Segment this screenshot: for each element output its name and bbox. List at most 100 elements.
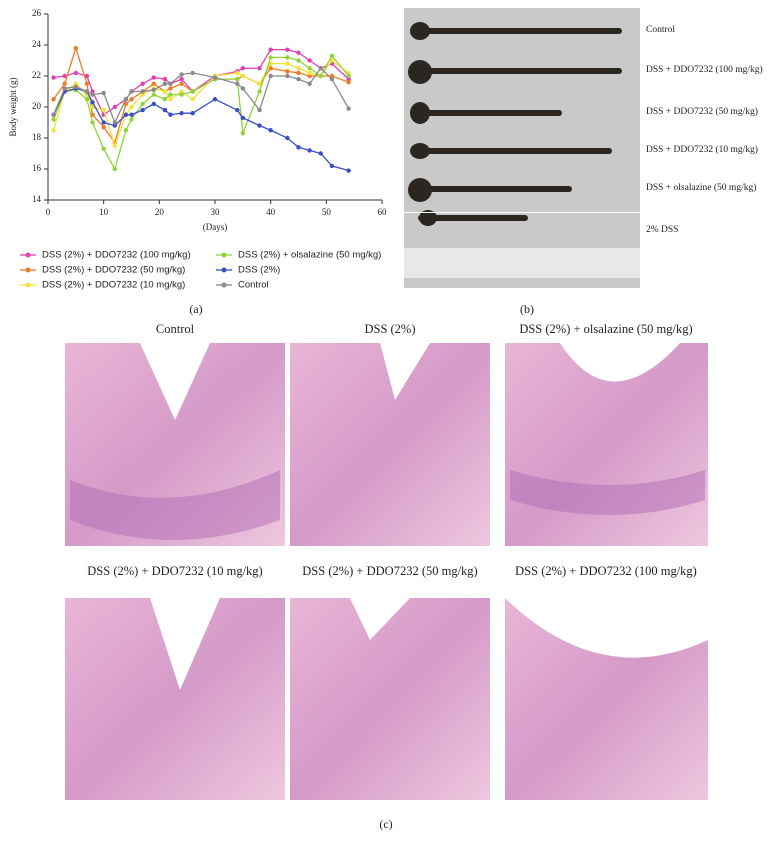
data-point xyxy=(307,70,312,76)
data-point xyxy=(285,73,290,79)
data-point xyxy=(296,50,301,55)
data-point xyxy=(346,76,351,82)
y-tick-label: 26 xyxy=(32,8,42,18)
data-point xyxy=(112,123,118,128)
data-point xyxy=(307,73,312,79)
data-point xyxy=(296,70,301,76)
data-point xyxy=(296,66,301,71)
data-point xyxy=(90,104,95,110)
photo-label: DSS + olsalazine (50 mg/kg) xyxy=(646,182,756,193)
series-line xyxy=(52,67,350,125)
data-point xyxy=(296,58,301,63)
histology-title: DSS (2%) + olsalazine (50 mg/kg) xyxy=(519,322,692,336)
photo-label: 2% DSS xyxy=(646,225,678,235)
panel-label: (b) xyxy=(520,302,534,316)
data-point xyxy=(168,92,173,97)
data-point xyxy=(51,112,56,117)
data-point xyxy=(73,45,79,51)
divider xyxy=(404,212,640,213)
data-point xyxy=(346,73,351,79)
legend-marker xyxy=(25,267,31,273)
data-point xyxy=(84,81,90,86)
data-point xyxy=(296,76,301,82)
data-point xyxy=(62,81,67,86)
series-line xyxy=(53,45,349,145)
data-point xyxy=(162,81,168,86)
data-point xyxy=(162,107,168,113)
x-tick-label: 40 xyxy=(266,207,276,217)
data-point xyxy=(285,61,290,66)
x-tick-label: 20 xyxy=(155,207,165,217)
histology-title: DSS (2%) + DDO7232 (50 mg/kg) xyxy=(302,564,477,578)
data-point xyxy=(168,112,173,117)
data-point xyxy=(235,107,240,113)
data-point xyxy=(90,92,95,97)
data-point xyxy=(307,58,312,63)
data-point xyxy=(240,86,246,91)
data-point xyxy=(51,117,56,122)
histology-title: Control xyxy=(156,322,195,336)
data-point xyxy=(51,75,56,80)
x-tick-label: 0 xyxy=(46,207,51,217)
data-point xyxy=(84,73,90,79)
data-point xyxy=(268,66,273,71)
data-point xyxy=(257,81,262,86)
colon-specimens xyxy=(408,22,622,226)
series-line xyxy=(52,87,349,172)
data-point xyxy=(151,81,156,86)
data-point xyxy=(329,53,335,59)
legend-label: DSS (2%) + olsalazine (50 mg/kg) xyxy=(238,250,381,261)
data-point xyxy=(151,92,156,97)
data-point xyxy=(240,73,246,79)
legend-label: DSS (2%) xyxy=(238,265,280,276)
data-point xyxy=(329,76,335,82)
data-point xyxy=(162,97,168,102)
y-tick-label: 18 xyxy=(32,132,42,142)
data-point xyxy=(140,92,145,97)
data-point xyxy=(257,66,262,71)
data-point xyxy=(112,120,118,125)
data-point xyxy=(307,81,312,86)
legend-marker xyxy=(221,282,227,288)
data-point xyxy=(140,107,145,113)
data-point xyxy=(179,72,184,77)
data-point xyxy=(240,131,246,136)
data-point xyxy=(307,66,312,71)
data-point xyxy=(240,66,246,71)
data-point xyxy=(51,97,56,102)
data-point xyxy=(101,107,106,113)
data-point xyxy=(179,89,184,94)
data-point xyxy=(190,89,195,94)
data-point xyxy=(235,70,240,76)
data-point xyxy=(329,73,335,79)
data-point xyxy=(101,124,106,130)
x-tick-label: 30 xyxy=(211,207,221,217)
legend-marker xyxy=(221,252,227,258)
x-axis-label: (Days) xyxy=(203,222,228,232)
data-point xyxy=(151,101,156,107)
data-point xyxy=(285,135,290,141)
data-point xyxy=(101,146,106,152)
data-point xyxy=(140,89,145,94)
data-point xyxy=(168,81,173,86)
data-point xyxy=(190,97,195,102)
data-point xyxy=(240,115,246,121)
data-point xyxy=(162,89,168,94)
data-point xyxy=(190,111,195,116)
data-point xyxy=(62,73,67,79)
data-point xyxy=(268,47,273,52)
data-point xyxy=(151,87,156,93)
data-point xyxy=(112,166,118,172)
data-point xyxy=(179,92,184,97)
data-point xyxy=(140,101,145,107)
data-point xyxy=(101,120,106,125)
data-point xyxy=(318,66,323,71)
data-point xyxy=(123,112,129,117)
data-point xyxy=(296,145,301,150)
legend-label: DSS (2%) + DDO7232 (10 mg/kg) xyxy=(42,280,185,291)
y-tick-label: 20 xyxy=(32,101,42,111)
legend-marker xyxy=(221,267,227,273)
y-tick-label: 22 xyxy=(32,70,41,80)
data-point xyxy=(285,47,290,52)
data-point xyxy=(101,90,106,96)
